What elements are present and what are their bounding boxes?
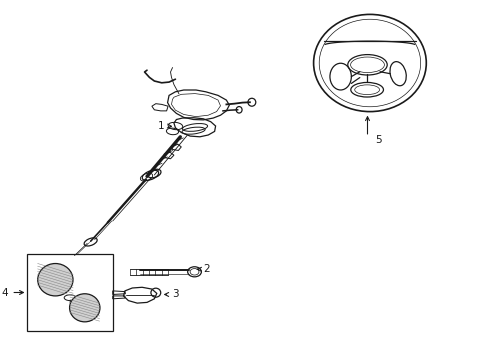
Ellipse shape [70, 294, 100, 322]
Ellipse shape [38, 264, 73, 296]
Text: 3: 3 [172, 289, 179, 300]
Text: 1: 1 [157, 121, 164, 131]
Text: 2: 2 [203, 264, 210, 274]
Text: 4: 4 [1, 288, 8, 297]
Bar [27, 254, 113, 331]
Text: 5: 5 [375, 135, 382, 145]
